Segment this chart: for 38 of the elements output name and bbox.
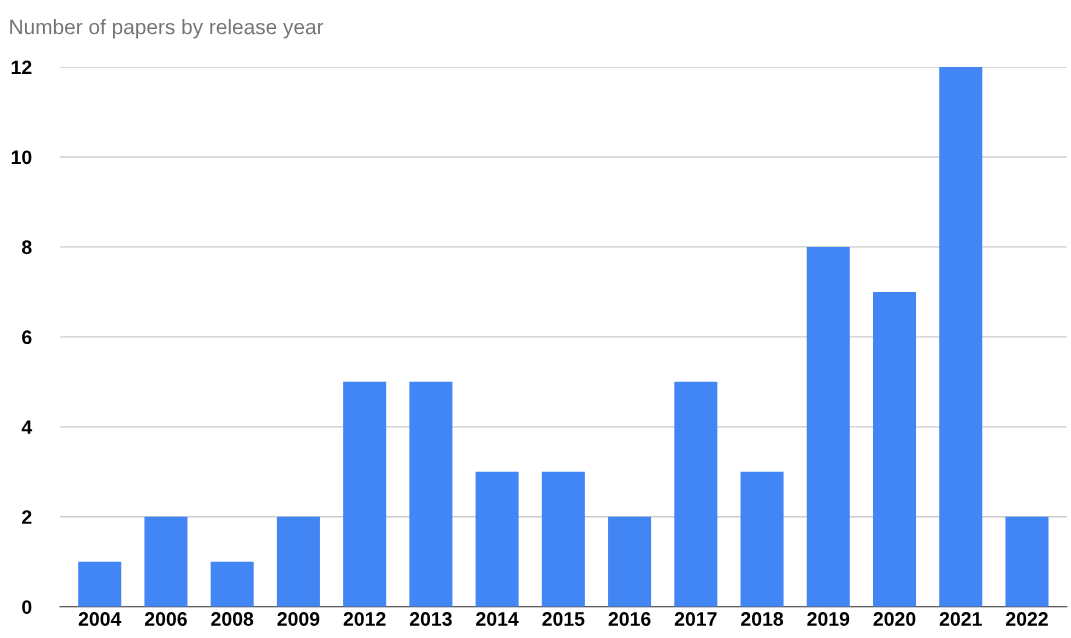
bar [806, 246, 850, 607]
x-tick-label: 2020 [873, 612, 916, 626]
x-tick-label: 2019 [807, 612, 850, 626]
y-tick-label: 4 [21, 420, 33, 434]
x-tick-label: 2018 [741, 612, 784, 626]
x-tick-label: 2012 [343, 612, 386, 626]
bar [740, 471, 784, 607]
y-tick-label: 12 [11, 60, 32, 75]
x-tick-label: 2015 [542, 612, 585, 626]
bar [1005, 516, 1049, 607]
y-tick-label: 6 [22, 330, 32, 345]
y-tick-label: 8 [22, 240, 32, 255]
y-tick-label: 0 [22, 600, 32, 614]
x-tick-label: 2014 [476, 612, 519, 626]
bar [409, 381, 453, 607]
x-tick-label: 2021 [939, 612, 982, 626]
bar [144, 516, 188, 607]
x-tick-label: 2013 [409, 612, 452, 626]
bar [276, 516, 320, 607]
x-tick-label: 2006 [145, 612, 187, 626]
y-tick-label: 2 [22, 510, 32, 524]
bar [541, 471, 585, 607]
bar [674, 381, 718, 607]
x-tick-label: 2016 [608, 612, 651, 626]
bar [475, 471, 519, 607]
bar [608, 516, 652, 607]
chart-title: Number of papers by release year [10, 19, 324, 39]
x-tick-label: 2009 [277, 612, 320, 626]
bar [78, 561, 122, 607]
x-tick-label: 2017 [674, 612, 717, 626]
bar [872, 291, 917, 607]
bar [343, 381, 387, 607]
bar [939, 66, 983, 607]
x-tick-label: 2004 [78, 612, 122, 626]
x-tick-label: 2022 [1006, 612, 1048, 626]
bar [210, 561, 254, 607]
y-tick-label: 10 [11, 150, 32, 165]
x-tick-label: 2008 [211, 612, 254, 626]
